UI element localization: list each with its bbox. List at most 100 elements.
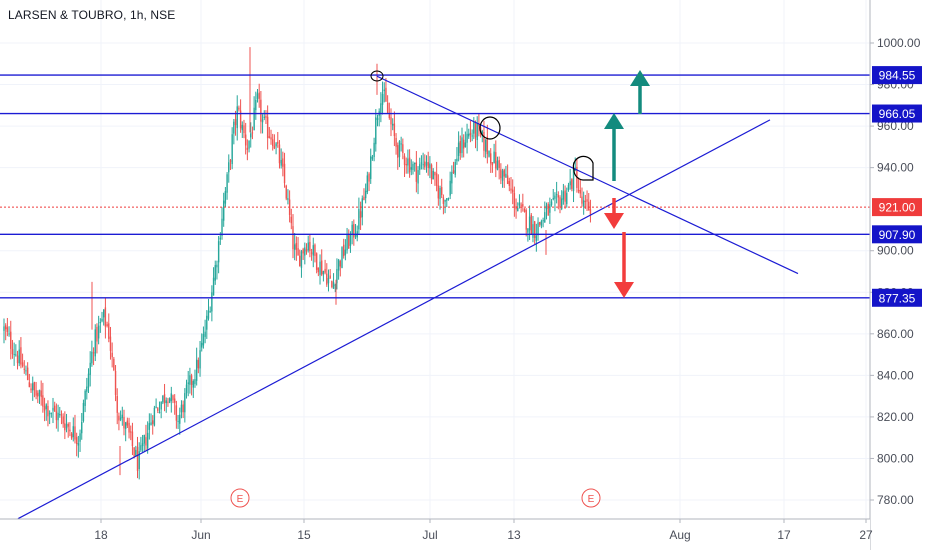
candle-body <box>324 268 326 273</box>
candle-body <box>272 139 274 147</box>
candle-body <box>518 202 521 206</box>
candle-body <box>422 164 424 166</box>
candle-body <box>138 451 140 470</box>
candle-body <box>425 162 428 166</box>
candle-body <box>464 142 467 148</box>
candle-body <box>37 392 39 397</box>
candle-body <box>217 241 220 263</box>
candle-body <box>513 192 516 208</box>
candle-body <box>32 383 34 391</box>
candle-body <box>511 189 514 193</box>
candle-body <box>263 116 265 119</box>
candle-body <box>64 423 66 431</box>
candle-body <box>15 354 17 356</box>
candle-body <box>481 130 483 136</box>
candle-body <box>434 171 436 176</box>
candle-body <box>282 158 284 167</box>
candle-body <box>577 189 580 192</box>
candle-body <box>520 204 522 206</box>
candle-body <box>484 139 487 152</box>
candle-body <box>261 119 264 123</box>
candle-body <box>461 137 463 154</box>
price-tick-label: 780.00 <box>877 493 914 507</box>
candle-body <box>508 181 511 186</box>
candle-body <box>28 382 31 388</box>
last-price-label: 921.00 <box>879 201 916 215</box>
candle-body <box>182 404 184 413</box>
candle-body <box>522 204 524 207</box>
candle-body <box>260 99 262 122</box>
level-price-label: 877.35 <box>879 291 916 305</box>
candle-body <box>173 398 176 403</box>
level-price-label-bg <box>872 66 922 85</box>
candle-body <box>435 173 438 186</box>
time-axis[interactable]: 18 Jun 15 Jul 13 Aug 17 27 <box>0 518 873 550</box>
time-axis-bg <box>0 519 870 550</box>
candle-body <box>451 172 453 184</box>
candle-body <box>342 244 345 257</box>
candle-body <box>344 249 347 256</box>
candle-body <box>180 404 183 413</box>
candle-body <box>381 93 384 105</box>
candle-body <box>550 201 553 205</box>
level-price-label: 966.05 <box>879 107 916 121</box>
candle-body <box>483 132 485 151</box>
candle-body <box>52 407 54 411</box>
candle-body <box>153 407 156 426</box>
candle-body <box>195 359 198 381</box>
candle-body <box>571 179 573 189</box>
candle-body <box>500 169 502 179</box>
candle-body <box>74 426 76 440</box>
candle-body <box>358 209 360 230</box>
candle-body <box>221 218 223 236</box>
candle-body <box>373 142 375 157</box>
candle-body <box>476 123 478 141</box>
candle-body <box>40 390 42 398</box>
candle-body <box>456 158 458 162</box>
candle-body <box>495 152 497 169</box>
candle-body <box>388 114 391 118</box>
candle-body <box>310 252 313 254</box>
candle-body <box>336 268 338 284</box>
candle-body <box>109 336 112 351</box>
candle-body <box>441 187 443 195</box>
candle-body <box>123 417 125 429</box>
candle-body <box>20 347 22 365</box>
candle-body <box>91 351 93 364</box>
candle-body <box>158 412 161 414</box>
candle-body <box>258 92 260 99</box>
candle-body <box>54 405 56 412</box>
candle-body <box>216 264 218 268</box>
candle-body <box>498 160 500 168</box>
candle-body <box>314 244 316 256</box>
candle-body <box>554 195 556 199</box>
candle-body <box>586 199 588 202</box>
candle-body <box>375 117 377 145</box>
candle-body <box>224 191 227 204</box>
candle-body <box>300 251 303 268</box>
candle-body <box>469 132 472 135</box>
last-price-label-bg <box>872 198 922 217</box>
candle-body <box>380 103 382 115</box>
candle-body <box>101 318 103 322</box>
candle-body <box>157 408 159 411</box>
candle-body <box>273 145 276 149</box>
candle-body <box>339 261 342 267</box>
candle-body <box>413 162 416 165</box>
candle-body <box>11 349 14 355</box>
up-arrow-head <box>604 113 624 129</box>
time-tick-label: 27 <box>859 528 873 542</box>
candle-body <box>152 420 154 424</box>
candle-body <box>150 422 152 425</box>
candle-body <box>488 150 490 157</box>
candle-body <box>94 329 96 357</box>
candle-body <box>234 119 237 126</box>
price-axis[interactable]: 1000.00980.00960.00940.00900.00880.00860… <box>869 0 922 550</box>
pivot-circle <box>479 116 501 140</box>
candle-body <box>106 324 108 326</box>
candle-body <box>192 381 194 388</box>
candle-body <box>528 216 531 231</box>
candle-body <box>427 162 429 169</box>
candle-body <box>248 140 250 149</box>
